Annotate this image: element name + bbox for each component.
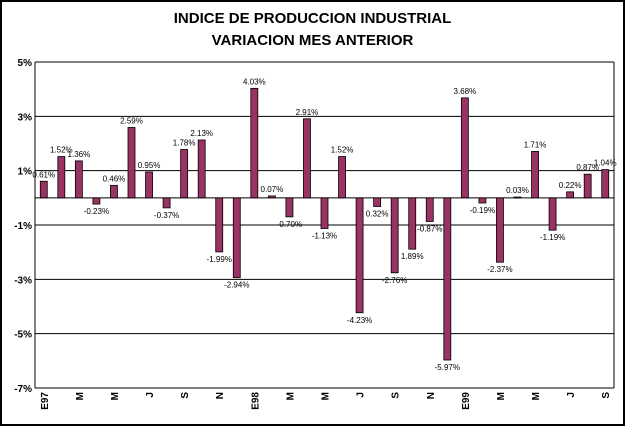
data-label: -5.97% [435,363,460,372]
data-label: 1.52% [331,146,354,155]
bar [57,156,66,199]
x-tick-label: J [566,392,577,398]
data-label: 1.36% [68,150,91,159]
x-tick-label: N [426,392,437,399]
bar [110,184,118,199]
data-label: -0.19% [470,206,495,215]
data-label: 3.68% [454,87,477,96]
y-tick-label: -5% [14,330,32,341]
data-label: 0.46% [103,174,126,183]
bar [215,197,224,253]
bar [443,197,452,361]
y-tick-label: 5% [18,58,33,69]
x-tick-label: S [601,392,612,399]
bar [74,160,83,199]
data-label: 0.61% [32,170,55,179]
bar [373,197,382,207]
data-label: 1.52% [50,146,73,155]
bar [425,197,434,222]
x-tick-label: J [356,392,367,398]
chart-title-line-2: VARIACION MES ANTERIOR [211,32,414,49]
data-label: -2.76% [382,276,407,285]
bar [355,197,364,314]
x-tick-label: M [321,392,332,400]
bar [145,171,153,199]
bar [601,169,610,199]
data-label: 1.71% [524,140,547,149]
data-label: -1.99% [207,255,232,264]
data-label: 2.91% [296,108,319,117]
data-label: 0.22% [559,181,582,190]
bar [180,149,189,199]
chart-title-line-1: INDICE DE PRODUCCION INDUSTRIAL [173,10,452,27]
bar [92,197,101,205]
data-label: 1.78% [173,138,196,147]
data-label: 2.59% [120,116,143,125]
bar [250,87,259,199]
bar [478,197,487,204]
bar [531,150,539,199]
x-tick-label: M [285,392,296,400]
data-label: 0.03% [506,186,529,195]
data-label: 2.13% [190,129,213,138]
x-tick-label: E97 [40,392,51,410]
y-tick-label: 3% [18,112,33,123]
bar [267,195,276,199]
data-label: 0.07% [261,185,284,194]
x-tick-label: S [391,392,402,399]
x-tick-label: M [110,392,121,400]
data-label: 1.04% [594,159,617,168]
data-label: -4.23% [347,316,372,325]
bar [496,197,504,263]
data-label: 1.89% [401,252,424,261]
bar [460,97,469,199]
bar [408,197,417,250]
y-tick-label: -3% [14,275,32,286]
data-label: 0.87% [576,163,599,172]
bar [583,173,592,199]
bar [338,156,346,199]
x-tick-label: M [75,392,86,400]
data-label: 0.32% [366,210,389,219]
y-tick-label: 1% [18,167,33,178]
bar [162,197,171,209]
x-tick-label: J [145,392,156,398]
data-label: -0.70% [277,220,302,229]
x-tick-label: M [496,392,507,400]
data-label: -0.37% [154,211,179,220]
x-tick-label: N [215,392,226,399]
x-tick-label: S [180,392,191,399]
bar [39,180,48,199]
data-label: -2.37% [487,265,512,274]
bar [548,197,557,231]
data-label: -0.87% [417,224,442,233]
x-tick-label: E99 [461,392,472,410]
data-label: 4.03% [243,77,266,86]
data-label: -0.23% [84,207,109,216]
data-label: -1.19% [540,233,565,242]
x-tick-label: M [531,392,542,400]
bar [566,191,575,199]
bar [127,127,136,199]
bar [320,197,329,229]
bar [285,197,294,218]
data-label: -1.13% [312,232,337,241]
bar [513,196,522,199]
y-tick-label: -1% [14,221,32,232]
bar [303,118,311,199]
bar [232,197,241,279]
x-tick-label: E98 [250,392,261,410]
y-tick-label: -7% [14,384,32,395]
bar [390,197,399,274]
data-label: -2.94% [224,281,249,290]
data-label: 0.95% [138,161,161,170]
bar [197,139,206,199]
